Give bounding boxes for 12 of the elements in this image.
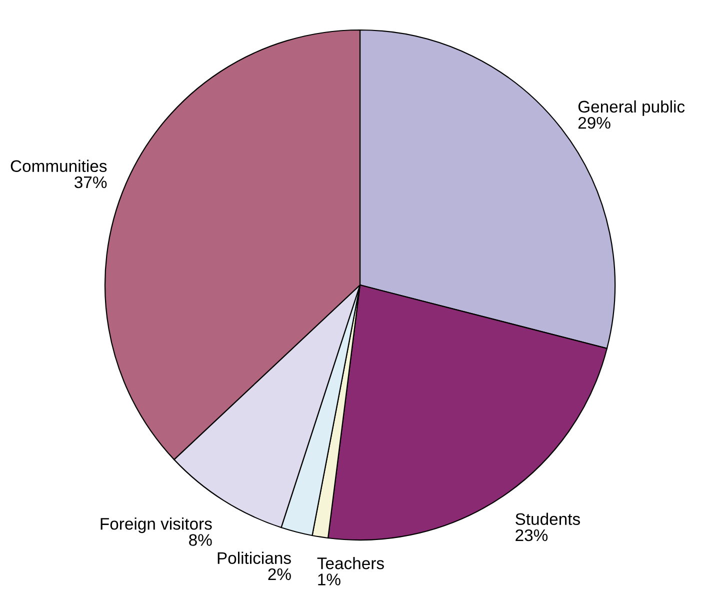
data-label: 29% [578, 116, 610, 129]
data-label: 2% [268, 568, 291, 580]
data-label: 37% [74, 176, 107, 188]
slice-label: Teachers [317, 557, 384, 570]
data-label: 1% [318, 574, 340, 586]
slice-label: Politicians [218, 552, 291, 564]
slice-label: General public [578, 100, 685, 116]
data-label: 8% [189, 534, 212, 546]
slice-label: Foreign visitors [100, 518, 212, 534]
slice-label: Communities [10, 160, 107, 172]
data-label: 23% [516, 529, 548, 542]
slice-label: Students [516, 512, 580, 526]
